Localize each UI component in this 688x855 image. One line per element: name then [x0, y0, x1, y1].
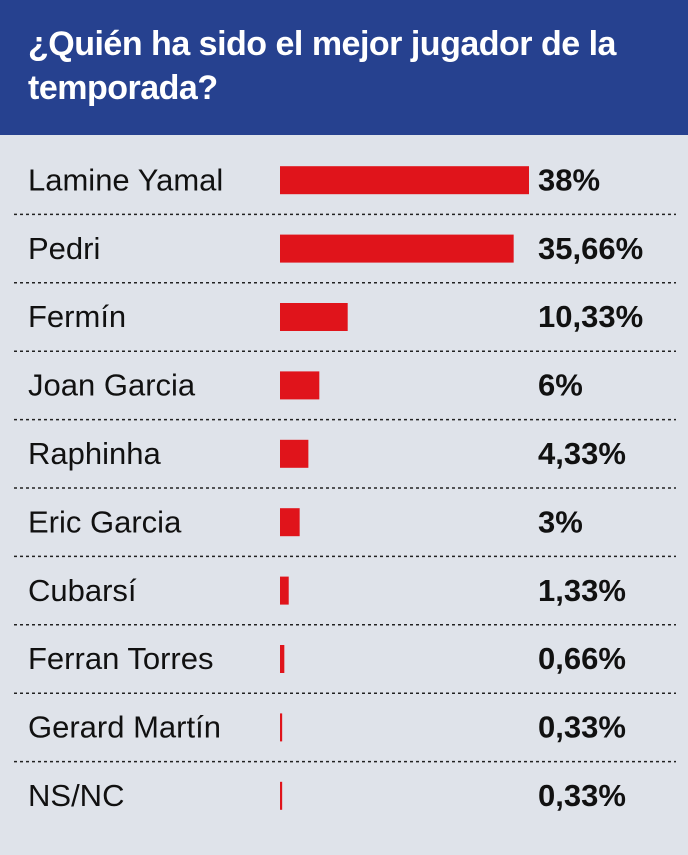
- category-label: Joan Garcia: [28, 368, 196, 403]
- bar: [280, 303, 348, 331]
- value-label: 10,33%: [538, 299, 643, 334]
- category-label: Ferran Torres: [28, 641, 214, 676]
- bar: [280, 781, 283, 810]
- header: ¿Quién ha sido el mejor jugador de la te…: [0, 0, 688, 135]
- value-label: 3%: [538, 504, 583, 539]
- bar: [280, 508, 300, 537]
- bar: [280, 166, 529, 195]
- bar: [280, 713, 283, 742]
- category-label: Fermín: [28, 299, 126, 334]
- bar: [280, 371, 320, 400]
- value-label: 35,66%: [538, 231, 643, 266]
- category-label: Cubarsí: [28, 573, 137, 608]
- category-label: Gerard Martín: [28, 710, 221, 745]
- bar: [280, 576, 289, 605]
- bar: [280, 439, 309, 468]
- value-label: 0,33%: [538, 778, 626, 813]
- value-label: 4,33%: [538, 436, 626, 471]
- value-label: 6%: [538, 368, 583, 403]
- value-label: 0,33%: [538, 710, 626, 745]
- bar: [280, 234, 514, 263]
- chart-title: ¿Quién ha sido el mejor jugador de la te…: [28, 25, 616, 107]
- category-label: Pedri: [28, 231, 100, 266]
- chart: Lamine Yamal 38% Pedri 35,66% Fermín 10,33% Jo…: [14, 162, 676, 813]
- category-label: NS/NC: [28, 778, 124, 813]
- value-label: 1,33%: [538, 573, 626, 608]
- value-label: 0,66%: [538, 641, 626, 676]
- category-label: Raphinha: [28, 436, 161, 471]
- category-label: Eric Garcia: [28, 504, 182, 539]
- category-label: Lamine Yamal: [28, 162, 223, 197]
- value-label: 38%: [538, 162, 600, 197]
- bar: [280, 645, 285, 673]
